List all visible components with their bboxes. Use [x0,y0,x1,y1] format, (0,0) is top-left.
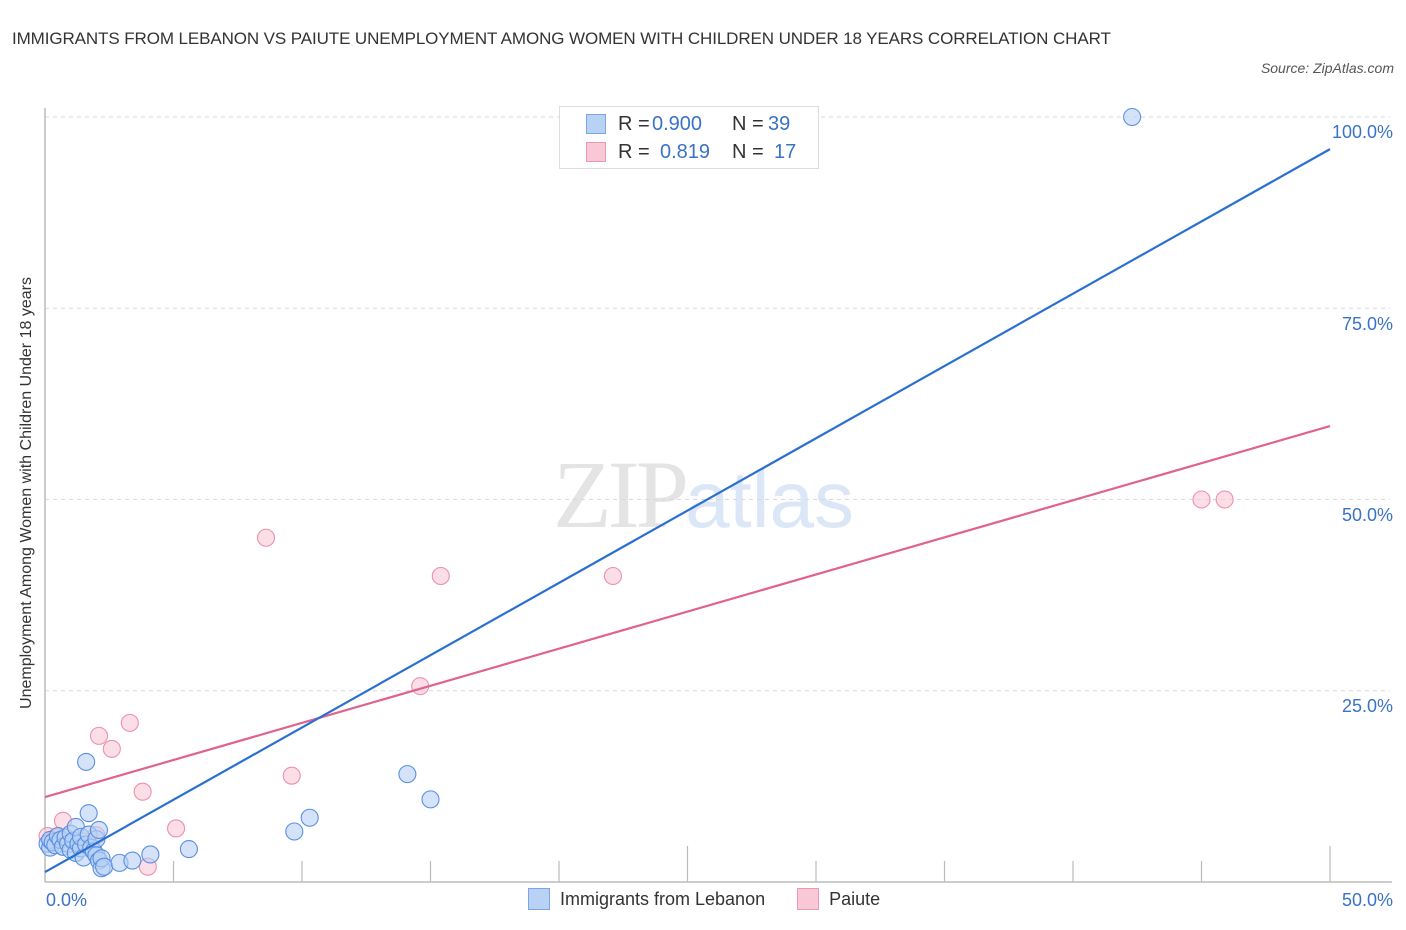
lebanon-point [123,851,142,870]
paiute-point [1192,490,1211,509]
legend-item-lebanon[interactable]: Immigrants from Lebanon [528,888,765,910]
r-label: R = [618,112,650,135]
series-legend: Immigrants from Lebanon Paiute [528,888,912,910]
paiute-point [120,713,139,732]
legend-label: Immigrants from Lebanon [560,888,766,909]
paiute-point [167,819,186,838]
y-tick-100: 100.0% [1331,122,1393,142]
paiute-point [1215,490,1234,509]
r-value: 0.900 [652,112,703,135]
paiute-points [38,490,1234,876]
n-value: 39 [768,112,791,135]
x-tick-max: 50.0% [1341,890,1393,910]
lebanon-point [95,857,114,876]
lebanon-swatch-icon [586,114,606,134]
n-label: N = [732,112,764,135]
paiute-point [431,566,450,586]
y-tick-25: 25.0% [1341,696,1393,716]
zipatlas-watermark: ZIPatlas [553,440,854,555]
watermark-zip: ZIP [553,441,689,548]
source-label: Source: ZipAtlas.com [1260,60,1394,76]
lebanon-point [398,765,417,784]
watermark-atlas: atlas [685,455,854,544]
n-label: N = [732,140,764,163]
paiute-point [282,766,301,785]
paiute-point [89,726,109,745]
paiute-trendline [44,425,1331,799]
y-axis-label: Unemployment Among Women with Children U… [18,277,35,709]
r-label: R = [618,140,650,163]
lebanon-point [179,840,198,859]
r-value: 0.819 [660,140,711,163]
legend-row-lebanon: R = 0.900 N = 39 [586,111,790,137]
paiute-point [133,782,152,801]
legend-item-paiute[interactable]: Paiute [797,888,880,910]
lebanon-point [141,845,160,864]
lebanon-point [300,808,319,827]
correlation-legend: R = 0.900 N = 39 R = 0.819 N = 17 [559,106,819,169]
lebanon-points [38,107,1142,878]
n-value: 17 [774,140,797,163]
y-tick-50: 50.0% [1341,505,1393,525]
y-tick-75: 75.0% [1341,314,1393,334]
lebanon-point [285,822,304,841]
trendlines [44,148,1331,874]
lebanon-trendline [44,148,1331,874]
paiute-swatch-icon [586,142,606,162]
lebanon-swatch-icon [528,888,550,910]
lebanon-point [1123,107,1142,127]
lebanon-point [89,820,109,840]
axes [44,108,1392,883]
paiute-swatch-icon [797,888,820,910]
paiute-point [256,528,276,547]
x-tick-min: 0.0% [46,890,88,910]
lebanon-point [421,790,440,809]
legend-label: Paiute [829,888,881,909]
paiute-point [102,739,121,758]
chart-title: IMMIGRANTS FROM LEBANON VS PAIUTE UNEMPL… [12,29,1111,48]
legend-row-paiute: R = 0.819 N = 17 [586,139,796,165]
lebanon-point [79,804,98,823]
lebanon-point [77,752,96,771]
paiute-point [603,566,623,586]
gridlines [45,116,1390,692]
